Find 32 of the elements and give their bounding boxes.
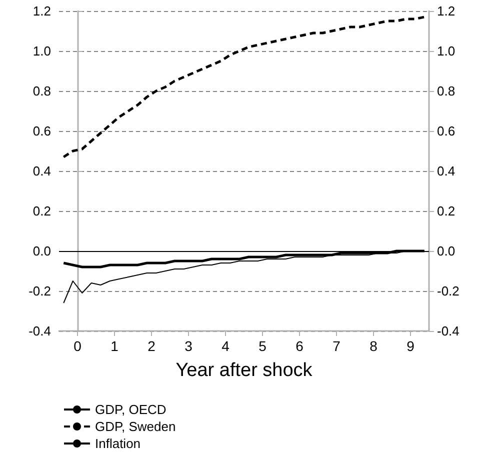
y2-tick-label: 1.0: [437, 44, 456, 58]
y-tick-label: 1.2: [32, 4, 51, 18]
y-tick-label: -0.2: [28, 284, 51, 298]
x-tick-label: 1: [110, 338, 119, 354]
legend-label: GDP, Sweden: [95, 419, 176, 434]
y-tick-label: -0.4: [28, 324, 51, 338]
y-tick-label: 0.2: [32, 204, 51, 218]
y-tick-label: 0.4: [32, 164, 51, 178]
y2-tick-label: 1.2: [437, 4, 456, 18]
y2-tick-label: 0.2: [437, 204, 456, 218]
y2-tick-label: 0.8: [437, 84, 456, 98]
y2-tick-label: 0.0: [437, 244, 456, 258]
x-axis-title: Year after shock: [176, 360, 313, 381]
y2-tick-label: -0.4: [437, 324, 460, 338]
y-tick-label: 0.8: [32, 84, 51, 98]
y2-tick-label: 0.6: [437, 124, 456, 138]
x-tick-label: 3: [184, 338, 193, 354]
x-tick-label: 7: [332, 338, 341, 354]
legend-label: GDP, OECD: [95, 402, 166, 417]
x-tick-label: 0: [74, 338, 82, 354]
y2-tick-label: -0.2: [437, 284, 460, 298]
x-tick-label: 4: [222, 338, 230, 354]
x-tick-label: 6: [296, 338, 304, 354]
x-tick-label: 8: [370, 338, 378, 354]
x-tick-label: 5: [258, 338, 267, 354]
y-tick-label: 0.6: [32, 124, 51, 138]
y-tick-label: 0.0: [32, 244, 51, 258]
legend-label: Inflation: [95, 436, 141, 451]
x-tick-label: 9: [406, 338, 415, 354]
x-tick-label: 2: [148, 338, 156, 354]
y-tick-label: 1.0: [32, 44, 51, 58]
y2-tick-label: 0.4: [437, 164, 456, 178]
